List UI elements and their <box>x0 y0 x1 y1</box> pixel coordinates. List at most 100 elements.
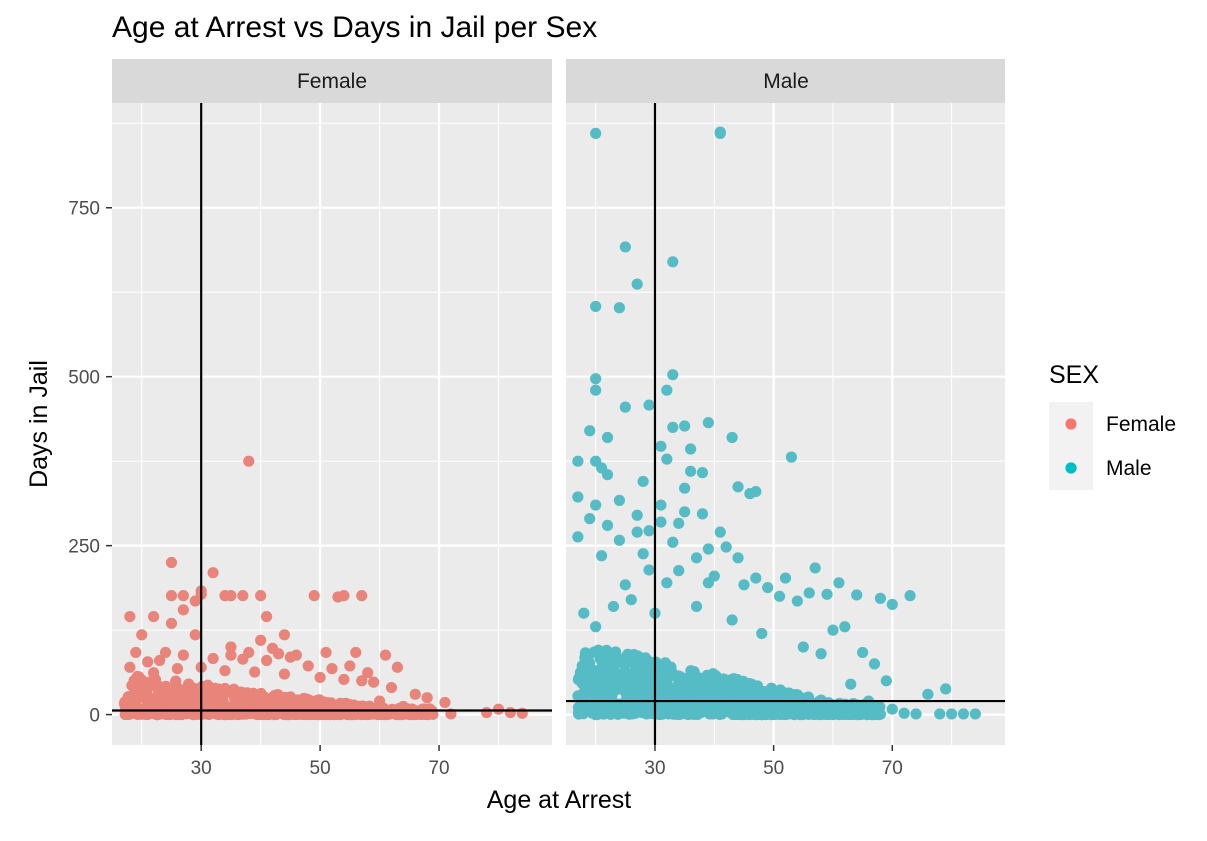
data-point <box>590 384 602 396</box>
data-point <box>278 629 291 641</box>
data-point <box>874 592 887 604</box>
data-point <box>573 672 585 684</box>
y-tick-label: 500 <box>68 368 100 389</box>
data-point <box>637 475 649 488</box>
data-point <box>700 679 712 691</box>
data-point <box>516 707 528 719</box>
data-point <box>684 443 697 455</box>
data-point <box>590 621 602 633</box>
data-point <box>207 652 219 665</box>
data-point <box>378 707 390 719</box>
data-point <box>730 708 742 721</box>
data-point <box>643 399 655 411</box>
data-point <box>922 688 934 700</box>
data-point <box>753 685 765 697</box>
data-point <box>580 654 592 667</box>
y-axis: 0 250 500 750 <box>68 199 112 727</box>
data-point <box>225 641 237 653</box>
data-point <box>141 698 154 710</box>
data-point <box>320 646 332 659</box>
data-point <box>265 706 277 718</box>
data-point <box>946 708 958 720</box>
data-point <box>342 699 355 711</box>
data-point <box>674 671 686 683</box>
data-point <box>845 678 857 690</box>
data-point <box>690 600 703 613</box>
legend-key-dot <box>1065 418 1077 430</box>
data-point <box>124 611 136 623</box>
data-point <box>731 684 743 697</box>
data-point <box>657 702 669 714</box>
data-point <box>148 667 160 679</box>
data-point <box>284 651 296 663</box>
data-point <box>833 707 845 719</box>
data-point <box>821 588 833 600</box>
data-point <box>260 611 273 623</box>
data-point <box>619 241 631 253</box>
data-point <box>762 581 774 594</box>
data-point <box>661 453 673 465</box>
data-point <box>133 671 145 683</box>
data-point <box>237 590 249 602</box>
data-point <box>868 658 881 670</box>
legend-key-dot <box>1065 462 1077 474</box>
data-point <box>750 572 762 584</box>
data-point <box>634 675 646 687</box>
data-point <box>809 562 821 574</box>
x-tick-label: 70 <box>428 758 449 779</box>
data-point <box>237 653 249 665</box>
data-point <box>255 590 267 602</box>
data-point <box>171 663 184 675</box>
data-point <box>797 641 809 653</box>
data-point <box>373 695 386 707</box>
data-point <box>667 256 679 268</box>
data-point <box>159 682 171 694</box>
data-point <box>593 700 605 712</box>
data-point <box>327 700 339 712</box>
data-point <box>789 689 801 701</box>
y-tick-label: 0 <box>89 706 100 727</box>
data-point <box>572 455 584 467</box>
data-point <box>687 673 699 685</box>
data-point <box>213 707 225 719</box>
data-point <box>572 491 584 503</box>
data-point <box>619 401 631 413</box>
data-point <box>631 526 643 538</box>
data-point <box>338 673 350 686</box>
data-point <box>714 526 726 538</box>
data-point <box>391 661 404 673</box>
data-point <box>165 590 178 602</box>
data-point <box>702 543 714 555</box>
data-point <box>231 708 244 721</box>
data-point <box>821 708 833 721</box>
data-point <box>177 604 189 616</box>
data-point <box>720 541 732 553</box>
data-point <box>773 590 786 602</box>
legend-title: SEX <box>1049 361 1099 389</box>
data-point <box>709 693 721 706</box>
chart-title: Age at Arrest vs Days in Jail per Sex <box>112 11 597 44</box>
data-point <box>631 509 643 521</box>
data-point <box>409 688 421 700</box>
y-axis-title: Days in Jail <box>25 360 53 488</box>
data-point <box>601 469 614 481</box>
data-point <box>189 629 201 641</box>
y-tick-label: 750 <box>68 199 100 220</box>
data-point <box>588 682 600 694</box>
data-point <box>690 552 703 564</box>
data-point <box>613 534 625 546</box>
data-point <box>760 708 772 721</box>
data-point <box>684 465 697 477</box>
data-point <box>612 708 624 720</box>
data-point <box>880 675 892 687</box>
data-point <box>716 708 728 720</box>
data-point <box>504 706 516 719</box>
data-point <box>608 654 621 667</box>
data-point <box>645 702 657 715</box>
data-point <box>756 627 768 640</box>
data-point <box>730 676 742 688</box>
data-point <box>691 682 703 694</box>
data-point <box>714 126 726 138</box>
data-point <box>480 706 493 719</box>
data-point <box>235 686 247 698</box>
